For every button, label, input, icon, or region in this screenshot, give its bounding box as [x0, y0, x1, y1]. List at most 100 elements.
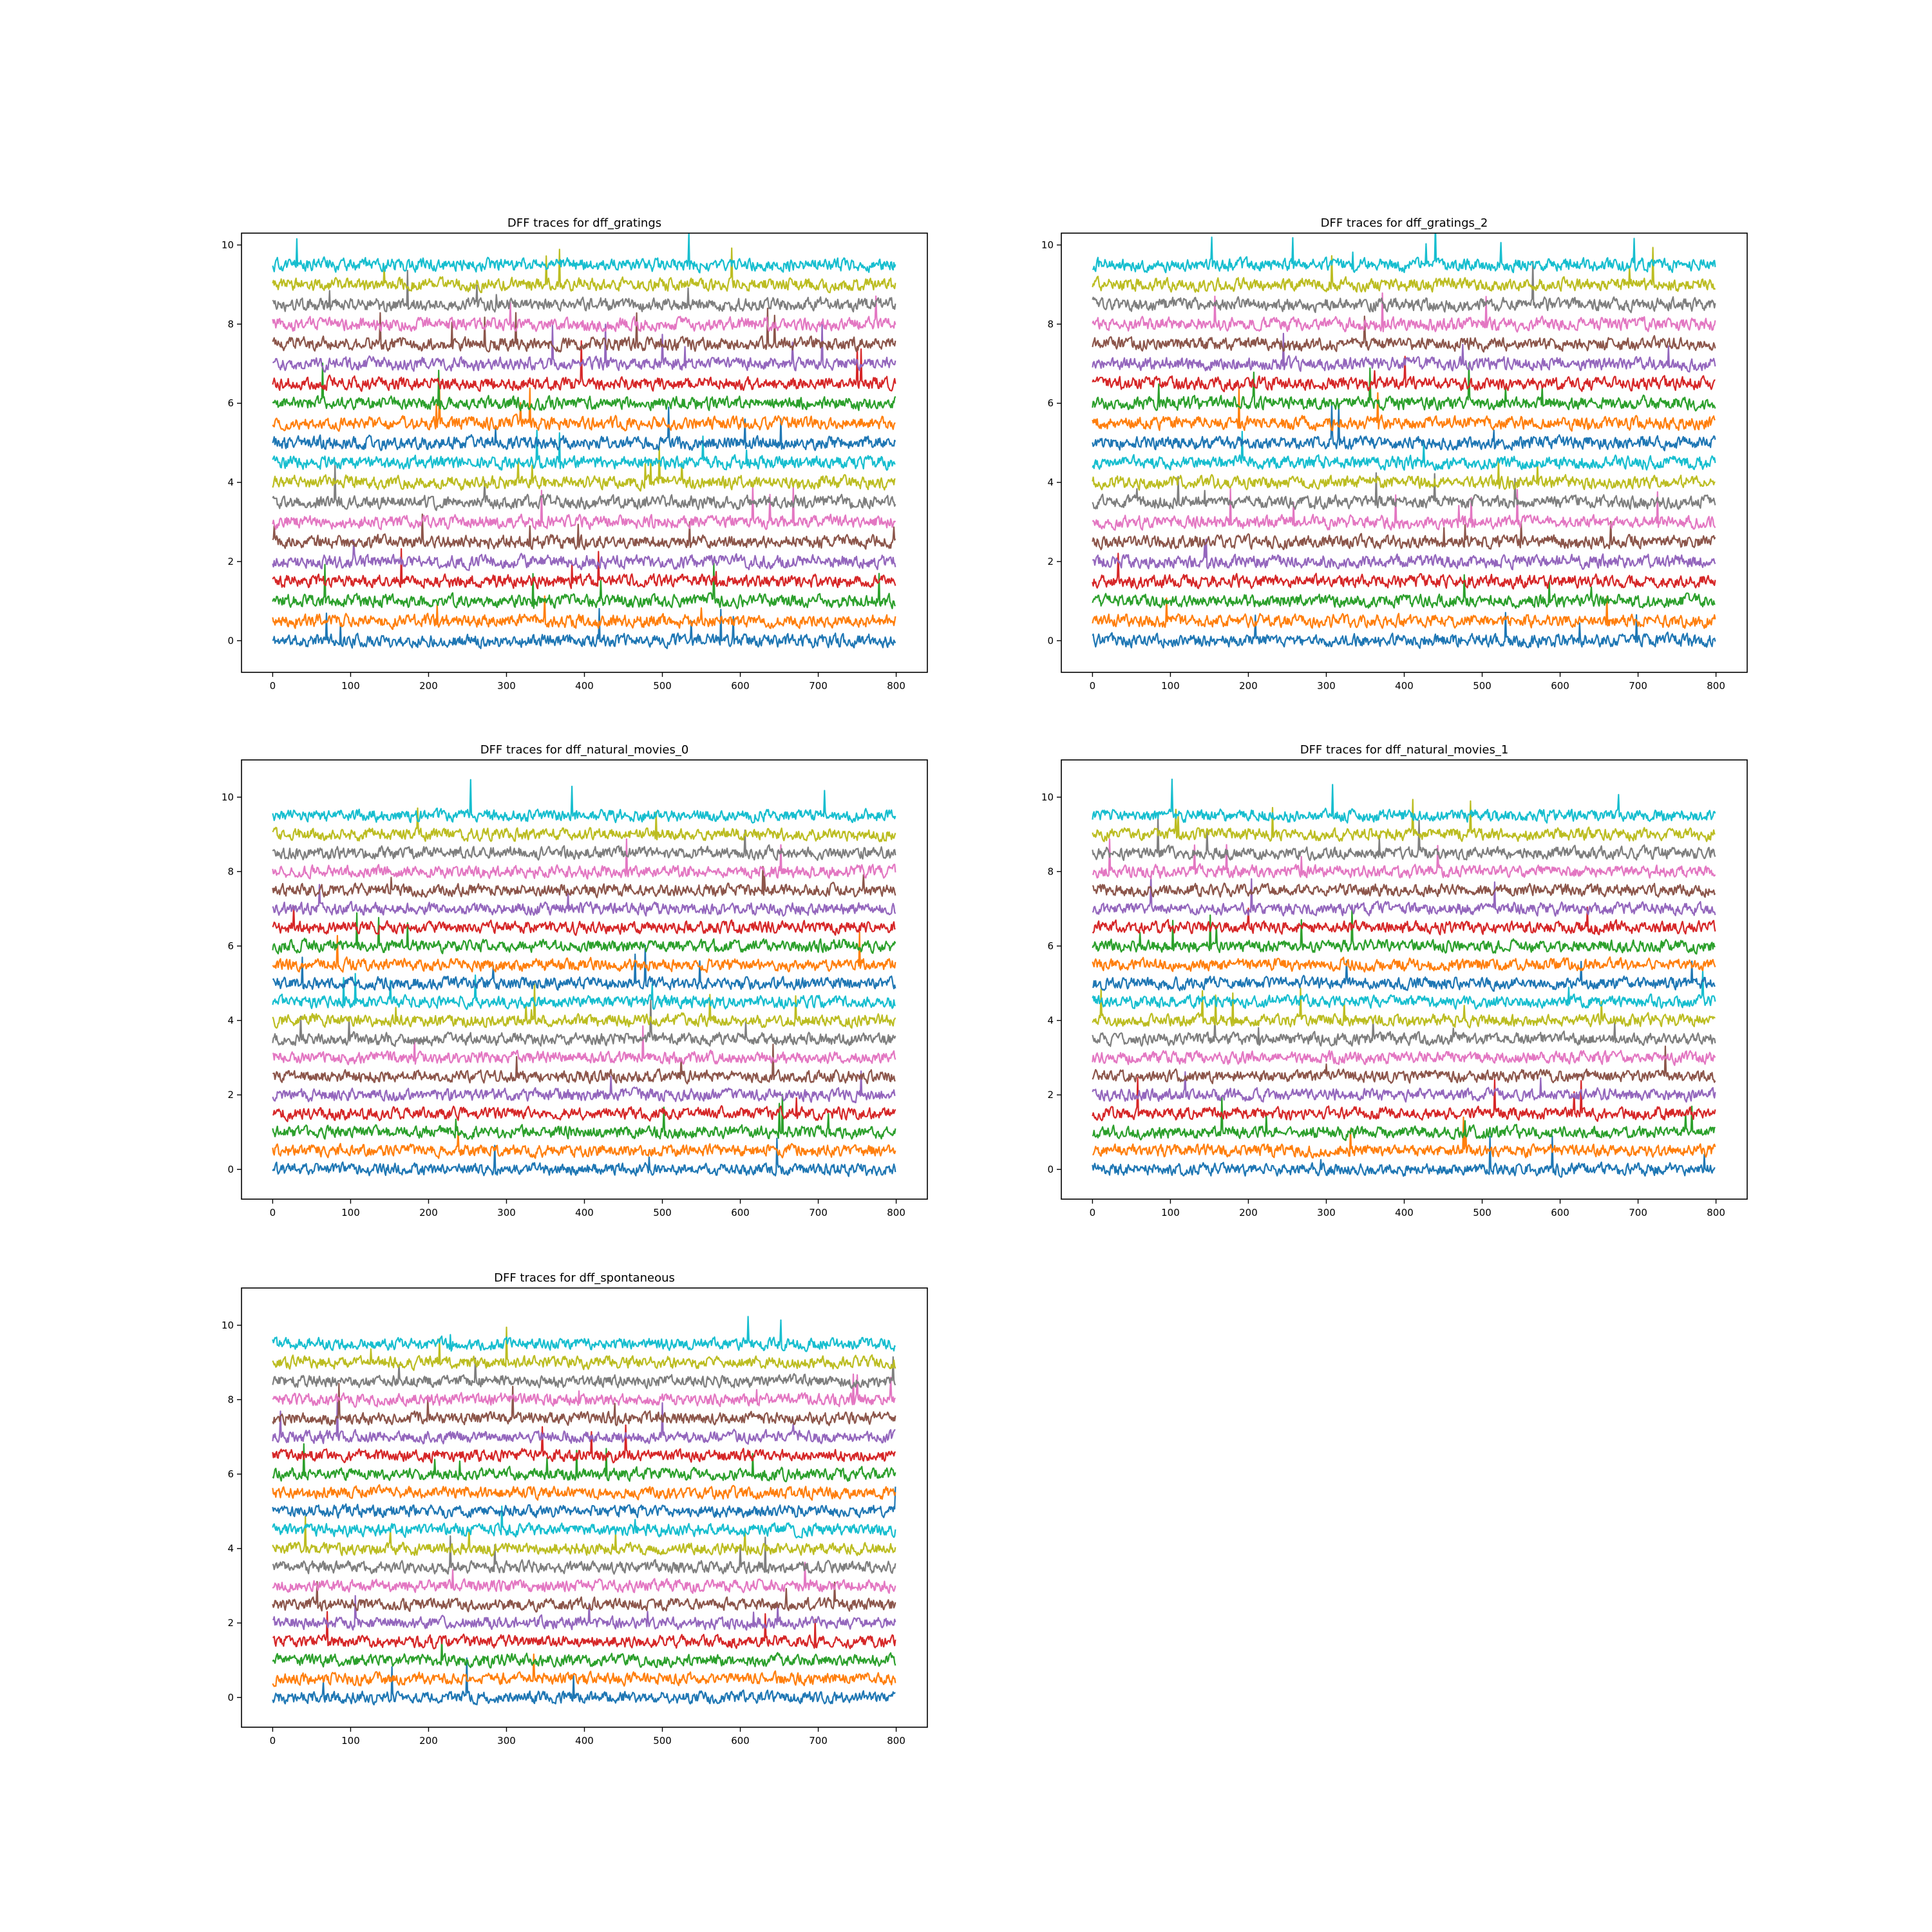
trace-1: [272, 595, 896, 630]
trace-9: [272, 972, 896, 1010]
trace-16: [272, 295, 896, 333]
trace-14: [272, 1396, 896, 1445]
trace-10: [272, 1486, 896, 1519]
trace-0: [272, 1137, 896, 1177]
y-tick-label: 6: [227, 1468, 234, 1480]
trace-8: [272, 983, 896, 1029]
x-tick-label: 300: [497, 680, 516, 692]
trace-19: [272, 233, 896, 274]
y-tick-label: 8: [227, 318, 234, 330]
x-tick-label: 0: [1090, 1207, 1096, 1218]
x-tick-label: 100: [1161, 680, 1180, 692]
trace-2: [272, 562, 896, 609]
trace-14: [1092, 875, 1716, 917]
y-tick-label: 6: [227, 940, 234, 952]
trace-1: [1092, 596, 1716, 629]
trace-4: [272, 1070, 896, 1104]
trace-9: [1092, 970, 1716, 1010]
x-tick-label: 700: [809, 1207, 828, 1218]
x-tick-label: 800: [1707, 1207, 1725, 1218]
y-tick-label: 10: [222, 239, 234, 251]
trace-8: [1092, 987, 1716, 1028]
trace-7: [272, 999, 896, 1047]
x-tick-label: 700: [1629, 680, 1647, 692]
panel-title: DFF traces for dff_gratings_2: [1321, 216, 1488, 230]
x-tick-label: 500: [653, 1735, 672, 1747]
trace-1: [272, 1653, 896, 1687]
trace-13: [272, 340, 896, 392]
trace-5: [1092, 1045, 1716, 1084]
trace-15: [1092, 882, 1716, 898]
trace-19: [272, 1316, 896, 1352]
x-tick-label: 200: [419, 680, 438, 692]
panel-5: 0 100 200 300 400 500 600 700 800 0 2 4 6 8 10 DFF trac…: [222, 1271, 928, 1747]
y-tick-label: 0: [1047, 635, 1054, 647]
trace-17: [1092, 816, 1716, 861]
trace-2: [1092, 574, 1716, 609]
trace-19: [1092, 233, 1716, 274]
trace-18: [272, 1326, 896, 1371]
x-tick-label: 200: [419, 1207, 438, 1218]
y-tick-label: 2: [227, 1617, 234, 1629]
trace-5: [1092, 520, 1716, 551]
x-tick-label: 400: [575, 1735, 594, 1747]
trace-18: [1092, 799, 1716, 842]
trace-13: [272, 1424, 896, 1464]
trace-11: [1092, 956, 1716, 973]
trace-11: [272, 931, 896, 973]
trace-10: [1092, 404, 1716, 451]
x-tick-label: 600: [731, 1207, 750, 1218]
trace-17: [272, 829, 896, 861]
trace-15: [272, 307, 896, 353]
y-tick-label: 8: [1047, 866, 1054, 877]
y-tick-label: 0: [227, 635, 234, 647]
x-tick-label: 500: [1473, 680, 1492, 692]
trace-12: [272, 362, 896, 412]
trace-6: [272, 1562, 896, 1594]
x-tick-label: 400: [575, 680, 594, 692]
x-tick-label: 800: [887, 1735, 905, 1747]
x-tick-label: 600: [1551, 680, 1569, 692]
trace-3: [272, 1097, 896, 1122]
trace-8: [272, 446, 896, 492]
traces: [272, 1316, 896, 1706]
trace-9: [272, 430, 896, 471]
trace-14: [272, 321, 896, 373]
trace-12: [272, 1443, 896, 1482]
trace-9: [272, 1505, 896, 1539]
trace-8: [1092, 459, 1716, 491]
trace-16: [272, 838, 896, 880]
trace-11: [272, 1484, 896, 1501]
x-tick-label: 700: [809, 1735, 828, 1747]
trace-4: [272, 1595, 896, 1631]
panel-title: DFF traces for dff_spontaneous: [494, 1271, 675, 1285]
trace-10: [272, 406, 896, 451]
panel-3: 0 100 200 300 400 500 600 700 800 0 2 4 6 8 10 DFF trac…: [222, 743, 928, 1218]
x-tick-label: 700: [809, 680, 828, 692]
x-tick-label: 0: [270, 680, 276, 692]
y-tick-label: 8: [1047, 318, 1054, 330]
trace-6: [1092, 1050, 1716, 1066]
x-tick-label: 400: [1395, 1207, 1414, 1218]
x-tick-label: 300: [497, 1207, 516, 1218]
y-tick-label: 4: [1047, 477, 1054, 488]
trace-17: [272, 1356, 896, 1389]
trace-6: [272, 484, 896, 531]
y-tick-label: 4: [227, 1015, 234, 1027]
trace-7: [272, 463, 896, 511]
trace-0: [1092, 612, 1716, 649]
y-tick-label: 4: [1047, 1015, 1054, 1027]
x-tick-label: 300: [1317, 680, 1336, 692]
y-tick-label: 0: [1047, 1164, 1054, 1175]
x-tick-label: 400: [575, 1207, 594, 1218]
trace-4: [1092, 538, 1716, 571]
y-tick-label: 6: [1047, 397, 1054, 409]
trace-13: [1092, 906, 1716, 936]
trace-12: [272, 912, 896, 954]
trace-17: [1092, 260, 1716, 314]
y-tick-label: 10: [222, 1320, 234, 1331]
x-tick-label: 100: [1161, 1207, 1180, 1218]
trace-17: [272, 269, 896, 313]
y-tick-label: 10: [1041, 239, 1054, 251]
trace-11: [1092, 388, 1716, 432]
